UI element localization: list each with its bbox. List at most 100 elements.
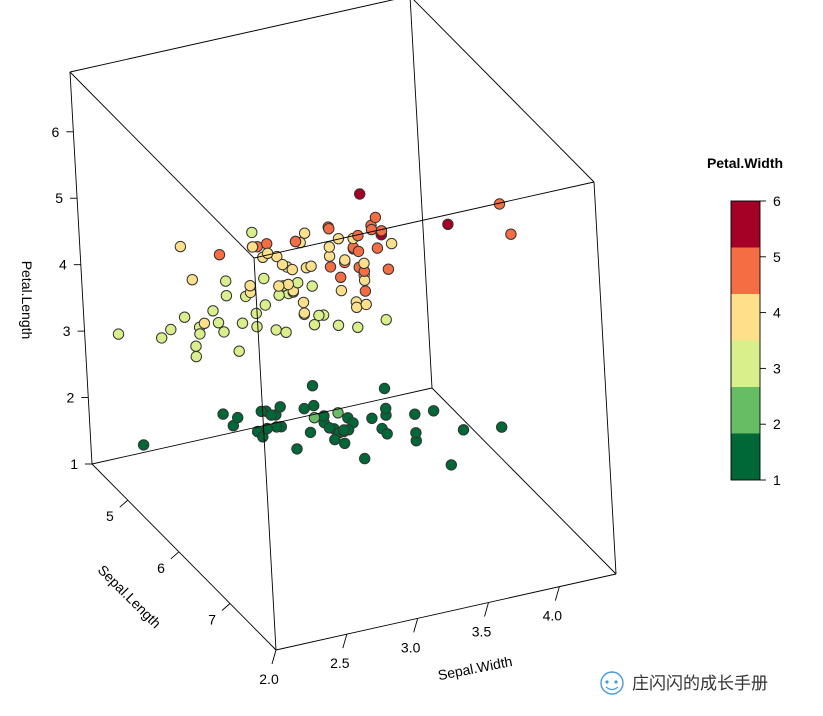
x-tick-label-2: 3.0: [401, 639, 421, 655]
box-back-edges: [409, 0, 617, 575]
box-edge-7: [69, 0, 395, 73]
legend-color-bins: [730, 200, 761, 481]
legend-ticks: 1 2 3 4 5 6: [760, 193, 781, 488]
box-front-edges: [69, 0, 617, 651]
data-point-134: [246, 226, 258, 239]
y-tick-1: [170, 551, 180, 560]
data-point-135: [382, 263, 395, 275]
data-point-87: [218, 326, 230, 338]
x-tick-4: [554, 586, 560, 601]
data-point-125: [385, 237, 398, 250]
legend-bin-0: [731, 433, 760, 480]
color-legend: Petal.Width 1 2 3 4 5 6: [707, 155, 783, 488]
data-point-38: [232, 411, 244, 424]
box-edge-10: [413, 0, 595, 183]
legend-bin-4: [731, 247, 760, 294]
x-tick-2: [413, 618, 419, 633]
data-point-18: [410, 427, 422, 439]
legend-border: [730, 200, 761, 481]
data-point-59: [220, 290, 233, 302]
data-point-141: [359, 285, 372, 297]
data-point-114: [261, 238, 273, 250]
box-edge-3: [431, 387, 617, 575]
legend-tick-label-1: 2: [773, 416, 781, 432]
data-point-32: [427, 405, 440, 417]
data-point-11: [308, 399, 320, 412]
data-point-10: [381, 428, 393, 440]
box-edge-1: [91, 463, 277, 651]
data-point-127: [305, 260, 317, 272]
data-point-39: [323, 422, 336, 434]
data-point-50: [380, 314, 392, 326]
y-axis-title: Sepal.Length: [95, 562, 165, 632]
data-point-20: [338, 424, 350, 436]
data-point-119: [186, 274, 199, 286]
data-point-30: [265, 409, 277, 421]
legend-bin-1: [731, 387, 760, 434]
data-points: [112, 188, 517, 471]
data-point-33: [457, 424, 470, 436]
data-point-69: [212, 317, 225, 329]
y-tick-label-2: 7: [208, 612, 216, 628]
data-point-103: [298, 227, 311, 239]
box-edge-5: [275, 573, 617, 651]
data-point-29: [274, 401, 286, 413]
data-point-93: [156, 332, 168, 344]
y-tick-label-0: 5: [106, 508, 114, 524]
y-tick-label-1: 6: [157, 560, 165, 576]
box-edge-6: [253, 257, 277, 651]
x-axis-title: Sepal.Width: [436, 653, 513, 683]
data-point-126: [282, 278, 294, 291]
x-tick-1: [342, 634, 348, 649]
wechat-icon: [600, 671, 624, 695]
z-axis: 1 2 3 4 5 6: [52, 124, 92, 472]
data-point-44: [378, 382, 391, 395]
data-point-86: [351, 301, 363, 313]
data-point-102: [352, 245, 365, 258]
data-point-6: [298, 402, 310, 415]
data-point-41: [137, 439, 150, 451]
data-point-25: [261, 422, 273, 435]
data-point-61: [297, 296, 310, 309]
legend-tick-label-0: 1: [773, 472, 781, 488]
box-edge-4: [409, 0, 433, 389]
data-point-92: [236, 317, 249, 329]
data-point-67: [250, 307, 262, 320]
data-point-120: [371, 242, 384, 254]
data-point-15: [496, 421, 508, 433]
legend-title: Petal.Width: [707, 155, 783, 171]
data-point-123: [273, 280, 285, 292]
data-point-53: [178, 311, 191, 323]
data-point-65: [352, 321, 364, 333]
box-edge-11: [253, 181, 595, 259]
data-point-43: [332, 407, 344, 419]
box-edge-0: [91, 387, 433, 465]
box-edge-9: [593, 181, 617, 575]
data-point-109: [442, 218, 454, 231]
z-tick-label-4: 5: [55, 190, 63, 206]
data-point-99: [259, 299, 271, 311]
x-tick-label-1: 2.5: [330, 655, 350, 671]
data-point-52: [360, 298, 372, 311]
x-tick-label-0: 2.0: [259, 671, 279, 687]
data-point-75: [332, 319, 345, 331]
data-point-100: [354, 188, 366, 200]
data-point-82: [251, 321, 263, 333]
data-point-55: [258, 272, 270, 285]
legend-bin-3: [731, 294, 760, 341]
data-point-5: [409, 408, 421, 420]
data-point-131: [505, 228, 517, 240]
data-point-136: [369, 211, 382, 224]
watermark-text: 庄闪闪的成长手册: [632, 674, 768, 694]
data-point-35: [291, 443, 303, 455]
data-point-133: [286, 263, 298, 276]
x-tick-0: [271, 649, 277, 665]
data-point-49: [304, 426, 317, 439]
data-point-132: [289, 235, 302, 248]
data-point-31: [339, 437, 351, 449]
data-point-28: [329, 433, 341, 446]
data-point-62: [190, 340, 202, 352]
data-point-81: [194, 328, 206, 340]
data-point-54: [298, 307, 311, 319]
